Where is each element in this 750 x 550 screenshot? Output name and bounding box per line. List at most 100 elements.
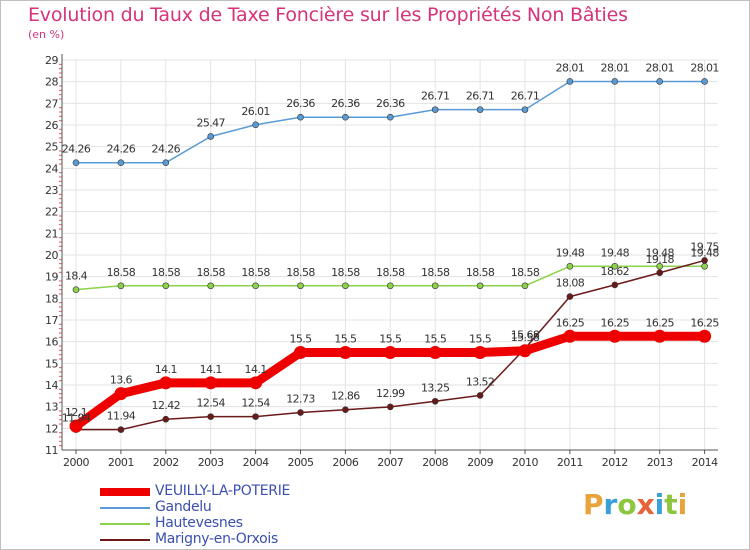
data-label-layer: 12.1 13.6 14.1 14.1 14.1 15.5 15.5 15.5 15.5 15.5…	[62, 61, 720, 424]
data-label-hautevesnes: 18.58	[286, 266, 315, 279]
data-point-hautevesnes	[476, 282, 484, 290]
data-label-marigny: 12.42	[152, 399, 181, 412]
y-tick-label: 28	[45, 76, 58, 89]
data-point-marigny	[342, 406, 349, 414]
y-tick-label: 12	[45, 422, 58, 435]
logo-letter: i	[677, 488, 688, 521]
data-point-marigny	[476, 392, 484, 399]
data-point-hautevesnes	[521, 282, 529, 290]
series-layer	[69, 78, 712, 433]
data-point-hautevesnes	[72, 286, 80, 293]
legend-swatch-marigny	[100, 539, 150, 541]
data-label-hautevesnes: 18.58	[241, 266, 270, 279]
data-point-veuilly	[653, 329, 667, 343]
data-point-veuilly	[383, 346, 397, 359]
x-tick-label: 2008	[422, 456, 448, 469]
data-label-gandelu: 25.47	[196, 116, 225, 129]
data-label-gandelu: 28.01	[690, 61, 719, 74]
line-chart: 11 12 13 14 15 16 17 18 19 20 21 22 23 24 25 26 27 28 29 20…	[45, 54, 720, 469]
data-point-hautevesnes	[252, 282, 259, 290]
data-point-veuilly	[428, 346, 442, 359]
data-point-gandelu	[162, 159, 170, 166]
data-point-veuilly	[338, 346, 352, 359]
data-label-veuilly: 16.25	[556, 316, 585, 329]
data-point-gandelu	[701, 78, 708, 85]
legend-label-marigny: Marigny-en-Orxois	[155, 531, 278, 547]
data-point-marigny	[431, 397, 439, 405]
data-label-hautevesnes: 19.48	[645, 246, 674, 259]
y-tick-label: 27	[45, 97, 58, 110]
data-point-gandelu	[431, 106, 439, 113]
x-tick-label: 2000	[63, 456, 89, 469]
data-point-veuilly	[69, 419, 83, 433]
x-tick-label: 2005	[288, 456, 314, 469]
data-point-veuilly	[608, 329, 622, 343]
data-label-gandelu: 26.01	[241, 105, 270, 118]
data-label-veuilly: 15.58	[511, 331, 540, 344]
logo-letter: o	[617, 488, 637, 521]
axis-layer: 11 12 13 14 15 16 17 18 19 20 21 22 23 24 25 26 27 28 29 20…	[45, 54, 719, 469]
data-point-marigny	[252, 413, 259, 420]
y-tick-label: 16	[45, 336, 58, 349]
data-label-gandelu: 24.26	[62, 143, 91, 156]
y-tick-label: 25	[45, 141, 58, 154]
data-label-veuilly: 15.5	[334, 333, 357, 346]
legend-item-hautevesnes: Hautevesnes	[100, 515, 380, 532]
y-tick-label: 14	[45, 379, 58, 392]
data-point-gandelu	[611, 78, 619, 85]
y-tick-label: 20	[45, 249, 58, 262]
data-label-hautevesnes: 18.58	[466, 266, 495, 279]
data-label-gandelu: 24.26	[107, 143, 136, 156]
x-tick-label: 2013	[647, 456, 673, 469]
data-label-marigny: 18.62	[601, 265, 630, 278]
x-tick-label: 2009	[467, 456, 493, 469]
data-label-gandelu: 26.71	[511, 90, 540, 103]
data-point-marigny	[566, 293, 574, 300]
data-label-gandelu: 26.71	[421, 90, 450, 103]
x-tick-label: 2012	[602, 456, 628, 469]
data-point-marigny	[117, 426, 125, 433]
data-point-gandelu	[207, 133, 214, 140]
data-label-gandelu: 28.01	[556, 61, 585, 74]
data-label-hautevesnes: 19.48	[690, 246, 719, 259]
data-point-hautevesnes	[162, 282, 170, 290]
x-tick-label: 2004	[243, 456, 269, 469]
data-label-hautevesnes: 18.58	[331, 266, 360, 279]
data-point-veuilly	[473, 346, 487, 359]
y-tick-label: 17	[45, 314, 58, 327]
data-point-veuilly	[249, 376, 263, 390]
y-tick-label: 13	[45, 401, 58, 414]
y-tick-label: 19	[45, 271, 58, 284]
data-point-hautevesnes	[386, 282, 394, 290]
logo-letter: r	[603, 488, 618, 521]
data-point-gandelu	[656, 78, 664, 85]
data-point-hautevesnes	[117, 282, 125, 290]
data-label-hautevesnes: 18.4	[65, 270, 88, 283]
data-label-veuilly: 15.5	[289, 333, 312, 346]
data-label-marigny: 15.68	[511, 329, 540, 342]
data-point-gandelu	[521, 106, 529, 113]
y-tick-label: 29	[45, 54, 58, 67]
data-label-gandelu: 26.36	[286, 97, 315, 110]
legend-label-veuilly: VEUILLY-LA-POTERIE	[155, 483, 291, 499]
y-tick-label: 22	[45, 206, 58, 219]
data-label-veuilly: 16.25	[601, 316, 630, 329]
data-label-hautevesnes: 18.58	[107, 266, 136, 279]
data-point-gandelu	[252, 121, 259, 129]
data-point-marigny	[386, 403, 394, 411]
data-label-gandelu: 26.36	[376, 97, 405, 110]
logo-letter: P	[583, 488, 604, 521]
chart-unit-label: (en %)	[28, 28, 65, 41]
data-point-marigny	[207, 413, 214, 420]
x-tick-label: 2014	[692, 456, 718, 469]
data-label-veuilly: 12.1	[65, 406, 87, 419]
data-label-veuilly: 13.6	[110, 374, 133, 387]
data-point-veuilly	[204, 376, 218, 390]
data-point-gandelu	[386, 113, 394, 121]
data-point-veuilly	[563, 329, 577, 343]
logo-letter: t	[664, 488, 678, 521]
legend-item-marigny: Marigny-en-Orxois	[100, 531, 380, 548]
y-tick-label: 23	[45, 184, 58, 197]
data-label-marigny: 12.99	[376, 387, 405, 400]
